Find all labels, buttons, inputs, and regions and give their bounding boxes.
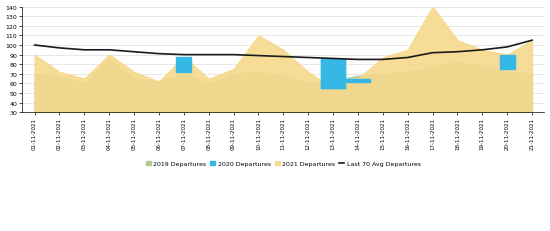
Legend: 2019 Departures, 2020 Departures, 2021 Departures, Last 70 Avg Departures: 2019 Departures, 2020 Departures, 2021 D… <box>144 158 423 169</box>
